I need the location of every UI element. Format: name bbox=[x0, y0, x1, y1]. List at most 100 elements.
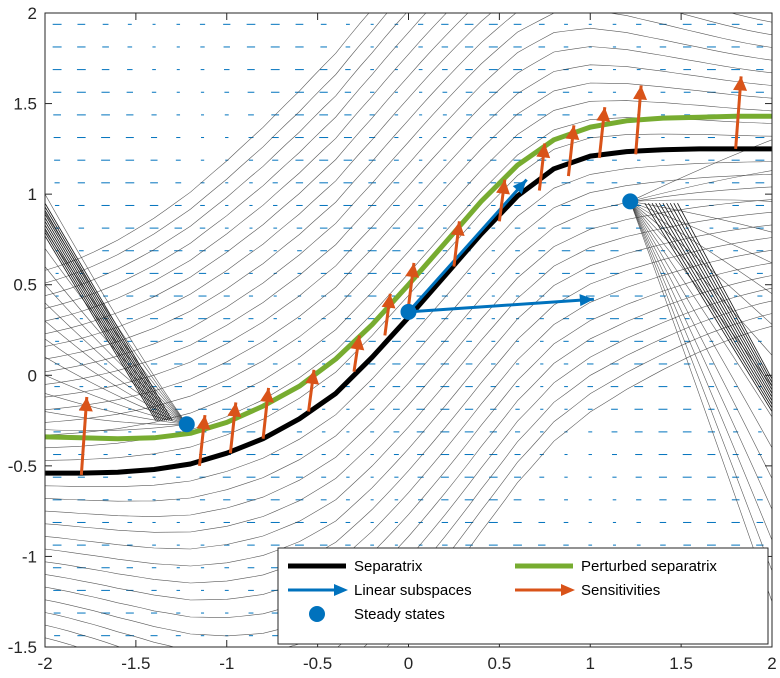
sensitivity-arrowhead bbox=[196, 415, 211, 430]
sensitivity-arrowhead bbox=[260, 387, 275, 403]
streamline bbox=[45, 248, 187, 425]
streamline bbox=[630, 201, 772, 325]
linear-subspace-arrowhead bbox=[579, 294, 594, 307]
streamline bbox=[45, 210, 169, 421]
legend-swatch-arrowhead bbox=[561, 584, 575, 596]
sensitivity-arrowhead bbox=[596, 107, 611, 122]
y-tick-label: 0.5 bbox=[13, 276, 37, 295]
y-axis: -1.5 -1 -0.5 0 0.5 1 1.5 2 bbox=[8, 4, 772, 657]
streamline bbox=[45, 13, 388, 284]
x-tick-label: 1 bbox=[586, 654, 595, 673]
streamline bbox=[45, 224, 772, 567]
steady-state-marker bbox=[178, 416, 195, 433]
streamline bbox=[45, 275, 772, 637]
streamline bbox=[45, 13, 772, 373]
x-tick-label: 0.5 bbox=[488, 654, 512, 673]
sensitivity-arrowhead bbox=[536, 143, 551, 159]
legend-swatch-arrowhead bbox=[334, 584, 348, 596]
streamline bbox=[45, 423, 187, 431]
streamline bbox=[45, 393, 187, 425]
sensitivity-arrowhead bbox=[405, 262, 420, 278]
x-tick-label: -1 bbox=[219, 654, 234, 673]
streamline bbox=[45, 221, 164, 421]
streamline bbox=[45, 46, 772, 398]
streamline bbox=[45, 228, 160, 421]
streamline bbox=[45, 213, 168, 421]
streamline bbox=[644, 202, 772, 412]
legend-swatch bbox=[309, 606, 325, 622]
x-tick-label: -0.5 bbox=[303, 654, 332, 673]
streamline bbox=[629, 201, 772, 418]
streamline bbox=[45, 375, 187, 425]
sensitivity-arrows bbox=[78, 76, 748, 476]
y-tick-label: -1 bbox=[22, 547, 37, 566]
streamline bbox=[45, 211, 772, 550]
streamline bbox=[45, 82, 772, 423]
streamline bbox=[629, 201, 772, 541]
streamline bbox=[651, 202, 772, 405]
sensitivity-arrowhead bbox=[633, 85, 648, 100]
streamline bbox=[45, 411, 187, 425]
x-tick-label: -2 bbox=[37, 654, 52, 673]
streamline bbox=[45, 27, 772, 385]
sensitivity-arrowhead bbox=[350, 335, 365, 351]
streamline bbox=[45, 13, 427, 309]
streamline bbox=[629, 201, 772, 572]
y-tick-label: -0.5 bbox=[8, 457, 37, 476]
steady-state-markers bbox=[178, 193, 639, 433]
streamline bbox=[45, 202, 173, 421]
linear-subspace-arrowhead bbox=[512, 179, 527, 195]
sensitivity-arrowhead bbox=[733, 76, 748, 91]
legend-label: Steady states bbox=[354, 606, 445, 623]
streamline bbox=[45, 320, 187, 425]
sensitivity-arrowhead bbox=[78, 397, 93, 412]
linear-subspace-arrow bbox=[407, 178, 528, 313]
streamline bbox=[673, 203, 772, 383]
steady-state-marker bbox=[622, 193, 639, 210]
streamline bbox=[629, 201, 772, 510]
streamline bbox=[45, 249, 772, 601]
streamline bbox=[658, 202, 772, 398]
streamline bbox=[45, 13, 407, 296]
streamline bbox=[45, 173, 772, 502]
x-tick-label: 2 bbox=[767, 654, 776, 673]
legend-label: Linear subspaces bbox=[354, 582, 472, 599]
y-tick-label: -1.5 bbox=[8, 638, 37, 657]
linear-subspace-arrows bbox=[407, 178, 594, 314]
streamline bbox=[45, 231, 159, 421]
sensitivity-arrowhead bbox=[381, 293, 396, 309]
sensitivity-arrowhead bbox=[450, 221, 465, 237]
streamline bbox=[45, 262, 772, 618]
streamline bbox=[629, 201, 772, 479]
streamline bbox=[45, 217, 166, 421]
x-tick-label: 1.5 bbox=[669, 654, 693, 673]
y-tick-label: 2 bbox=[28, 4, 37, 23]
steady-state-marker bbox=[400, 303, 417, 320]
streamline bbox=[45, 224, 162, 421]
streamline bbox=[677, 203, 772, 380]
streamline bbox=[45, 284, 187, 425]
streamline bbox=[655, 202, 772, 401]
streamline bbox=[45, 235, 157, 421]
streamline bbox=[662, 203, 772, 394]
streamline bbox=[648, 202, 772, 409]
streamline bbox=[629, 201, 772, 448]
streamline bbox=[630, 201, 772, 295]
streamline bbox=[630, 199, 772, 202]
streamline bbox=[45, 338, 187, 425]
streamline bbox=[45, 161, 772, 488]
streamline bbox=[45, 13, 469, 335]
streamline bbox=[45, 302, 187, 425]
streamline bbox=[45, 186, 772, 517]
y-tick-label: 1.5 bbox=[13, 95, 37, 114]
streamline bbox=[630, 201, 772, 233]
streamline bbox=[630, 139, 772, 202]
linear-subspace-arrow bbox=[408, 297, 594, 314]
legend: Separatrix Perturbed separatrix Linear sub… bbox=[277, 547, 769, 645]
perturbed-separatrix-line bbox=[45, 113, 772, 442]
x-tick-label: 0 bbox=[404, 654, 413, 673]
sensitivity-arrowhead bbox=[565, 125, 580, 140]
sensitivity-arrowhead bbox=[496, 179, 510, 195]
streamline bbox=[45, 193, 188, 425]
